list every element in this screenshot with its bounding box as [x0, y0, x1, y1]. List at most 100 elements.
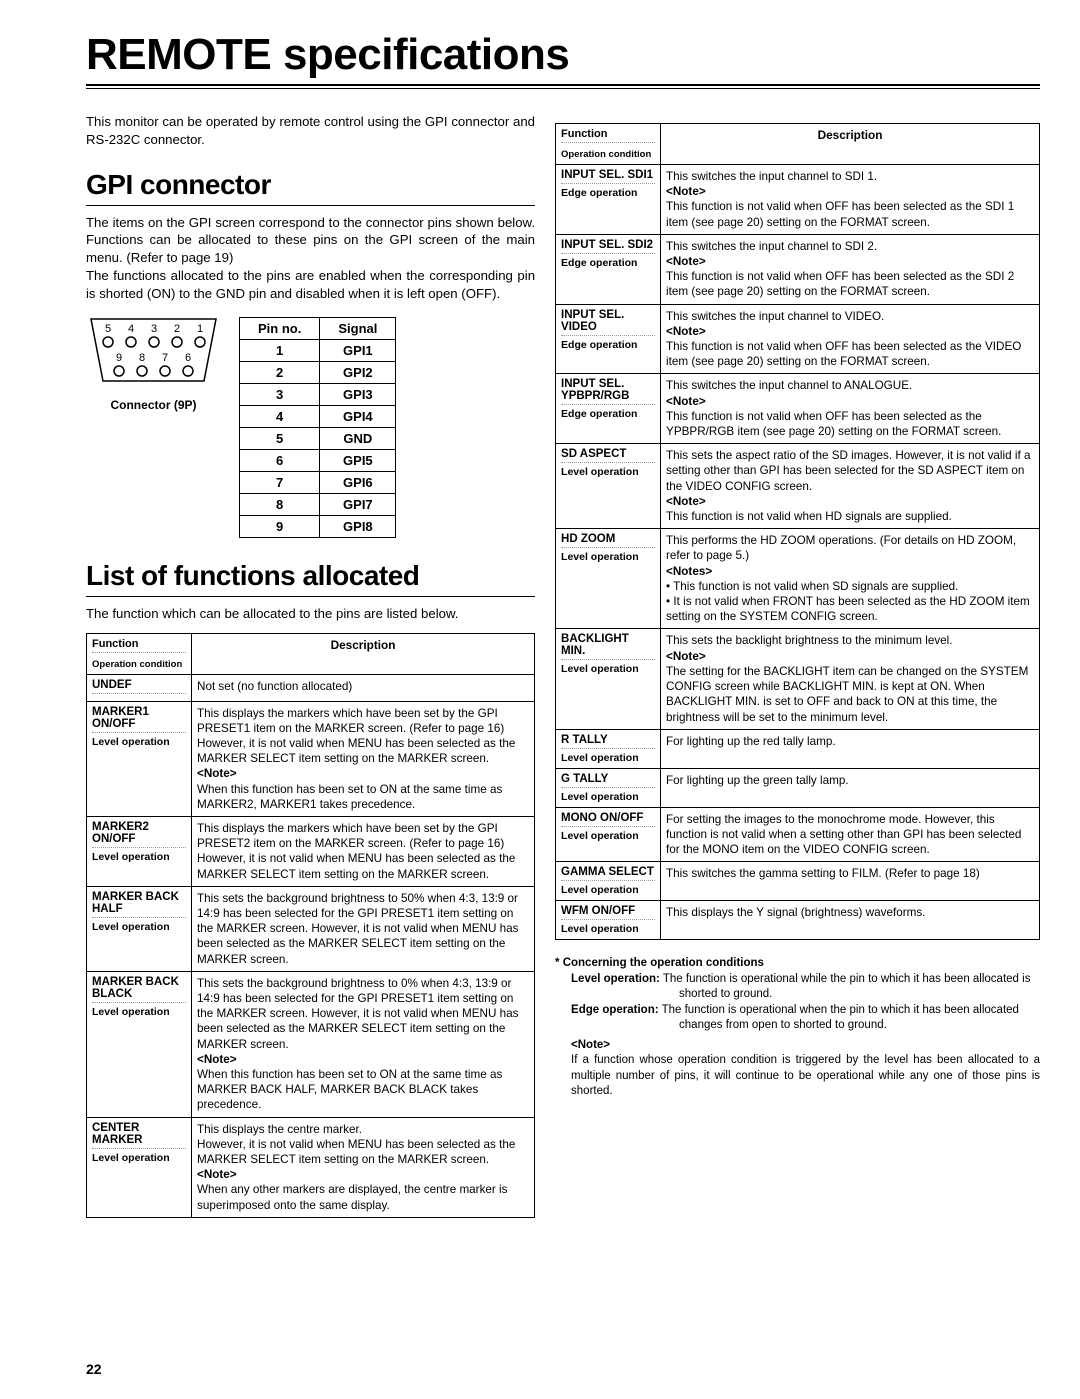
function-name: INPUT SEL. YPBPR/RGB	[561, 378, 655, 405]
function-description: This switches the input channel to VIDEO…	[661, 304, 1040, 374]
pin-no: 5	[240, 427, 320, 449]
operation-condition: Level operation	[92, 1152, 186, 1164]
operation-condition: Level operation	[92, 1006, 186, 1018]
pin-no: 1	[240, 339, 320, 361]
svg-text:9: 9	[116, 352, 122, 364]
header-op-condition-r: Operation condition	[561, 149, 651, 160]
connector-diagram: 54321 9876 Connector (9P)	[86, 317, 221, 412]
signal: GPI7	[320, 493, 396, 515]
pin-no: 4	[240, 405, 320, 427]
svg-text:6: 6	[185, 352, 191, 364]
list-heading: List of functions allocated	[86, 560, 535, 592]
function-name: G TALLY	[561, 773, 655, 788]
list-body: The function which can be allocated to t…	[86, 605, 535, 623]
function-description: For setting the images to the monochrome…	[661, 807, 1040, 862]
notes-heading: * Concerning the operation conditions	[555, 956, 1040, 972]
operation-condition: Level operation	[92, 736, 186, 748]
operation-condition: Level operation	[561, 663, 655, 675]
function-name: MARKER BACK HALF	[92, 891, 186, 918]
function-name: BACKLIGHT MIN.	[561, 633, 655, 660]
function-description: This switches the gamma setting to FILM.…	[661, 862, 1040, 901]
function-name: GAMMA SELECT	[561, 866, 655, 881]
operation-condition: Level operation	[561, 466, 655, 478]
note-sublabel: <Note>	[571, 1039, 610, 1051]
gpi-heading: GPI connector	[86, 169, 535, 201]
function-name: INPUT SEL. VIDEO	[561, 309, 655, 336]
operation-condition: Level operation	[561, 923, 655, 935]
pin-table: Pin no. Signal 1GPI12GPI23GPI34GPI45GND6…	[239, 317, 396, 538]
connector-label: Connector (9P)	[86, 398, 221, 412]
operation-condition: Level operation	[561, 752, 655, 764]
pin-no: 7	[240, 471, 320, 493]
notes-block: * Concerning the operation conditions Le…	[555, 956, 1040, 1100]
pin-no: 3	[240, 383, 320, 405]
func-header-left: Function Operation condition	[87, 633, 192, 674]
operation-condition: Level operation	[561, 551, 655, 563]
gpi-body: The items on the GPI screen correspond t…	[86, 214, 535, 303]
operation-condition: Level operation	[561, 830, 655, 842]
level-op-text: The function is operational while the pi…	[663, 973, 1031, 1001]
function-description: This displays the markers which have bee…	[192, 816, 535, 886]
rule-thin	[86, 88, 1040, 89]
pin-no: 8	[240, 493, 320, 515]
signal: GPI3	[320, 383, 396, 405]
function-description: For lighting up the red tally lamp.	[661, 729, 1040, 768]
svg-text:7: 7	[162, 352, 168, 364]
operation-condition: Edge operation	[561, 187, 655, 199]
gpi-underline	[86, 205, 535, 206]
function-description: This switches the input channel to SDI 1…	[661, 165, 1040, 235]
function-description: Not set (no function allocated)	[192, 674, 535, 701]
note-text: If a function whose operation condition …	[571, 1053, 1040, 1100]
svg-text:5: 5	[105, 323, 111, 335]
header-function-r: Function	[561, 128, 655, 143]
svg-text:1: 1	[197, 323, 203, 335]
svg-text:4: 4	[128, 323, 134, 335]
signal: GPI6	[320, 471, 396, 493]
function-name: SD ASPECT	[561, 448, 655, 463]
edge-op-text: The function is operational when the pin…	[662, 1004, 1019, 1032]
operation-condition: Edge operation	[561, 257, 655, 269]
function-description: This displays the centre marker.However,…	[192, 1117, 535, 1217]
list-underline	[86, 596, 535, 597]
signal: GPI1	[320, 339, 396, 361]
operation-condition: Level operation	[92, 851, 186, 863]
signal: GPI5	[320, 449, 396, 471]
header-function: Function	[92, 638, 186, 653]
function-description: This sets the background brightness to 5…	[192, 886, 535, 971]
function-description: This sets the background brightness to 0…	[192, 971, 535, 1117]
function-name: UNDEF	[92, 679, 186, 694]
operation-condition: Edge operation	[561, 408, 655, 420]
function-name: INPUT SEL. SDI1	[561, 169, 655, 184]
operation-condition: Level operation	[561, 884, 655, 896]
function-name: WFM ON/OFF	[561, 905, 655, 920]
func-table-left: Function Operation condition Description…	[86, 633, 535, 1218]
desc-header-right: Description	[661, 124, 1040, 165]
rule-thick	[86, 84, 1040, 86]
signal-header: Signal	[320, 317, 396, 339]
function-description: For lighting up the green tally lamp.	[661, 768, 1040, 807]
function-description: This displays the markers which have bee…	[192, 701, 535, 816]
function-description: This switches the input channel to ANALO…	[661, 374, 1040, 444]
svg-text:8: 8	[139, 352, 145, 364]
signal: GND	[320, 427, 396, 449]
func-header-right: Function Operation condition	[556, 124, 661, 165]
function-description: This performs the HD ZOOM operations. (F…	[661, 529, 1040, 629]
function-name: MARKER2 ON/OFF	[92, 821, 186, 848]
left-column: This monitor can be operated by remote c…	[86, 113, 535, 1218]
function-name: CENTER MARKER	[92, 1122, 186, 1149]
function-description: This switches the input channel to SDI 2…	[661, 234, 1040, 304]
function-name: MARKER BACK BLACK	[92, 976, 186, 1003]
intro-text: This monitor can be operated by remote c…	[86, 113, 535, 149]
svg-text:3: 3	[151, 323, 157, 335]
func-table-right: Function Operation condition Description…	[555, 123, 1040, 940]
page-title: REMOTE specifications	[86, 30, 1040, 80]
function-name: MARKER1 ON/OFF	[92, 706, 186, 733]
page-number: 22	[86, 1361, 102, 1377]
function-description: This sets the aspect ratio of the SD ima…	[661, 444, 1040, 529]
desc-header-left: Description	[192, 633, 535, 674]
function-name: R TALLY	[561, 734, 655, 749]
function-name: MONO ON/OFF	[561, 812, 655, 827]
signal: GPI2	[320, 361, 396, 383]
two-column-layout: This monitor can be operated by remote c…	[86, 113, 1040, 1218]
pin-no: 6	[240, 449, 320, 471]
